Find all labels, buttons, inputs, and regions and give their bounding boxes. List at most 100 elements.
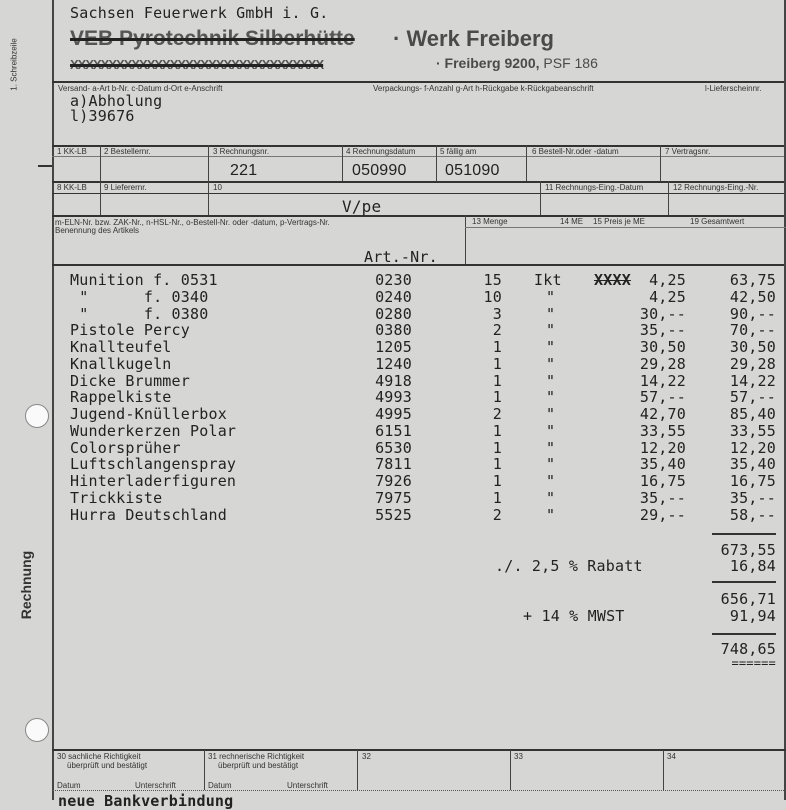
address: · Freiberg 9200, PSF 186 xyxy=(436,55,598,71)
divider xyxy=(52,145,786,147)
item-preis: 30,-- xyxy=(639,304,686,323)
item-art-nr: 4993 xyxy=(375,388,412,407)
item-preis: 14,22 xyxy=(639,371,686,390)
table-row: Luftschlangenspray 7811 1 " 35,40 35,40 xyxy=(0,455,786,474)
bank-note: neue Bankverbindung xyxy=(58,792,234,810)
item-preis: 35,-- xyxy=(639,488,686,507)
margin-line xyxy=(52,0,54,800)
item-menge: 1 xyxy=(492,338,502,356)
field-label: 2 Bestellernr. xyxy=(104,147,151,156)
item-menge: 1 xyxy=(492,438,502,457)
item-name: Pistole Percy xyxy=(70,321,190,340)
item-art-nr: 0240 xyxy=(375,287,412,306)
item-me: Ikt xyxy=(534,271,562,289)
divider xyxy=(668,181,669,215)
table-row: " f. 0380 0280 3 " 30,-- 90,-- xyxy=(0,304,786,323)
field30-label2: überprüft und bestätigt xyxy=(67,761,148,770)
item-preis: 42,70 xyxy=(639,405,686,423)
item-me: " xyxy=(546,488,556,507)
field-label: 5 fällig am xyxy=(440,147,477,156)
item-name: Rappelkiste xyxy=(70,388,172,407)
rechnungsnr-value: 221 xyxy=(230,162,258,179)
item-name: Hurra Deutschland xyxy=(70,505,227,524)
document-type-label: Rechnung xyxy=(18,550,35,620)
item-preis: 35,-- xyxy=(639,321,686,340)
divider xyxy=(204,750,205,790)
unterschrift-label: Unterschrift xyxy=(287,781,328,790)
item-preis: 35,40 xyxy=(639,455,686,474)
versand-art: a)Abholung xyxy=(70,92,163,110)
field-label: 8 KK-LB xyxy=(57,183,87,192)
item-art-nr: 0230 xyxy=(375,271,412,289)
divider xyxy=(342,145,343,181)
divider xyxy=(52,81,786,83)
divider xyxy=(100,181,101,215)
divider xyxy=(540,181,541,215)
item-preis: 4,25 xyxy=(649,287,686,306)
mwst-value: 91,94 xyxy=(729,607,776,625)
item-name: " f. 0380 xyxy=(70,304,209,323)
item-art-nr: 6151 xyxy=(375,421,412,440)
old-address-struck: XXXXXXXXXXXXXXXXXXXXXXXXXXXXXXXXX xyxy=(70,57,324,72)
item-menge: 1 xyxy=(492,371,502,390)
item-name: Munition f. 0531 xyxy=(70,271,218,289)
column-header-menge: 13 Menge xyxy=(472,217,508,226)
item-gesamt: 58,-- xyxy=(729,505,776,524)
field-label: 11 Rechnungs-Eing.-Datum xyxy=(545,183,644,192)
werk-name: · Werk Freiberg xyxy=(393,26,554,51)
item-me: " xyxy=(546,455,556,474)
item-me: " xyxy=(546,354,556,373)
field33-label: 33 xyxy=(514,752,523,761)
datum-label: Datum xyxy=(208,781,232,790)
divider xyxy=(660,145,661,181)
field-label: 3 Rechnungsnr. xyxy=(213,147,270,156)
item-art-nr: 4918 xyxy=(375,371,412,390)
item-me: " xyxy=(546,438,556,457)
schreibzeile-label: 1. Schreibzeile xyxy=(9,38,19,91)
item-preis: 4,25 xyxy=(649,271,686,289)
column-header-gesamt: 19 Gesamtwert xyxy=(690,217,745,226)
field31-label2: überprüft und bestätigt xyxy=(218,761,299,770)
table-row: Munition f. 0531 0230 15 Ikt 4,25 63,75 XXXX xyxy=(0,271,786,289)
sum-line xyxy=(712,633,776,635)
item-preis: 12,20 xyxy=(639,438,686,457)
divider xyxy=(52,181,786,183)
item-preis: 33,55 xyxy=(639,421,686,440)
item-name: Wunderkerzen Polar xyxy=(70,421,237,440)
item-gesamt: 14,22 xyxy=(729,371,776,390)
field-label: 9 Lieferernr. xyxy=(104,183,147,192)
item-menge: 3 xyxy=(492,304,502,323)
divider xyxy=(100,145,101,181)
table-row: " f. 0340 0240 10 " 4,25 42,50 xyxy=(0,287,786,306)
item-gesamt: 90,-- xyxy=(729,304,776,323)
item-menge: 2 xyxy=(492,321,502,340)
table-row: Rappelkiste 4993 1 " 57,-- 57,-- xyxy=(0,388,786,407)
item-me: " xyxy=(546,371,556,390)
item-name: Knallteufel xyxy=(70,338,172,356)
divider xyxy=(510,750,511,790)
divider xyxy=(52,193,786,194)
divider xyxy=(465,215,466,264)
item-me: " xyxy=(546,388,556,407)
field10-value: V/pe xyxy=(342,197,382,216)
faellig-value: 051090 xyxy=(445,162,500,179)
table-header-left: m-ELN-Nr. bzw. ZAK-Nr., n-HSL-Nr., o-Bes… xyxy=(55,218,330,227)
item-gesamt: 16,75 xyxy=(729,472,776,490)
divider xyxy=(465,227,786,228)
item-gesamt: 35,40 xyxy=(729,455,776,474)
item-menge: 1 xyxy=(492,488,502,507)
table-row: Hinterladerfiguren 7926 1 " 16,75 16,75 xyxy=(0,472,786,490)
column-header-preis: 15 Preis je ME xyxy=(593,217,646,226)
item-preis: 57,-- xyxy=(639,388,686,407)
item-name: Luftschlangenspray xyxy=(70,455,237,474)
item-menge: 1 xyxy=(492,472,502,490)
item-art-nr: 6530 xyxy=(375,438,412,457)
item-name: Hinterladerfiguren xyxy=(70,472,237,490)
verpackung-label: Verpackungs- f-Anzahl g-Art h-Rückgabe k… xyxy=(373,84,594,93)
subtotal: 673,55 xyxy=(720,541,776,559)
rabatt-label: ./. 2,5 % Rabatt xyxy=(495,557,643,575)
item-art-nr: 7811 xyxy=(375,455,412,474)
item-menge: 2 xyxy=(492,405,502,423)
field-label: 1 KK-LB xyxy=(57,147,87,156)
item-art-nr: 4995 xyxy=(375,405,412,423)
